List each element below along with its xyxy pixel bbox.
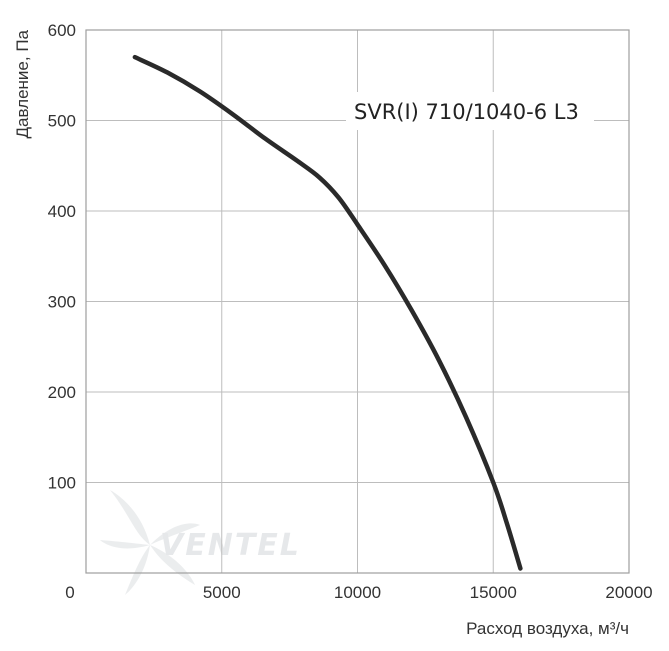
y-tick-label: 300 — [48, 293, 76, 312]
y-tick-label: 500 — [48, 112, 76, 131]
x-axis-label: Расход воздуха, м³/ч — [466, 619, 629, 638]
x-tick-labels: 0 5000 10000 15000 20000 — [65, 583, 652, 602]
y-tick-label: 400 — [48, 202, 76, 221]
y-axis-label: Давление, Па — [13, 29, 32, 138]
ventel-watermark-text: VENTEL — [160, 528, 301, 563]
x-tick-label: 10000 — [334, 583, 381, 602]
series-label: SVR(I) 710/1040-6 L3 — [354, 100, 579, 124]
ventel-watermark-logo: VENTEL — [100, 490, 301, 595]
y-tick-labels: 100 200 300 400 500 600 — [48, 21, 76, 493]
fan-blades-icon — [100, 490, 200, 595]
y-tick-label: 100 — [48, 474, 76, 493]
x-tick-label: 20000 — [605, 583, 652, 602]
x-tick-label: 0 — [65, 583, 74, 602]
y-tick-label: 600 — [48, 21, 76, 40]
plot-frame — [85, 29, 630, 574]
x-tick-label: 5000 — [203, 583, 241, 602]
x-tick-label: 15000 — [470, 583, 517, 602]
series-line — [132, 54, 523, 571]
y-tick-label: 200 — [48, 383, 76, 402]
series-label-box: SVR(I) 710/1040-6 L3 — [346, 92, 594, 130]
